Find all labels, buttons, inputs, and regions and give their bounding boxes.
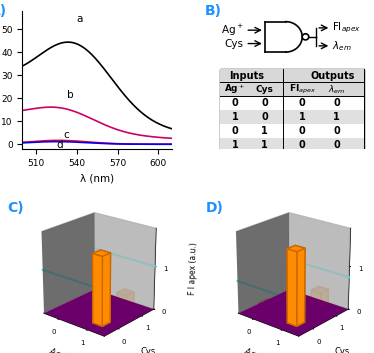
Bar (220, 124, 364, 138)
Text: 0: 0 (299, 126, 306, 136)
Text: Cys: Cys (256, 85, 274, 94)
Text: 0: 0 (299, 98, 306, 108)
Text: Outputs: Outputs (311, 71, 355, 80)
Text: Cys: Cys (225, 38, 244, 49)
Bar (220, 138, 364, 152)
Text: 0: 0 (232, 126, 238, 136)
Text: 0: 0 (333, 98, 340, 108)
Text: C): C) (7, 201, 24, 215)
Text: a: a (77, 14, 83, 24)
Bar (220, 68, 364, 83)
Text: 1: 1 (261, 126, 268, 136)
Bar (220, 83, 364, 96)
Text: b: b (67, 90, 74, 100)
Text: Ag$^+$: Ag$^+$ (224, 83, 246, 96)
Y-axis label: Cys: Cys (335, 347, 350, 353)
Text: A): A) (0, 4, 7, 18)
Text: c: c (63, 130, 69, 140)
X-axis label: λ (nm): λ (nm) (80, 173, 114, 183)
Text: 0: 0 (261, 112, 268, 122)
Text: $\lambda_{em}$: $\lambda_{em}$ (332, 39, 352, 53)
Text: 0: 0 (333, 126, 340, 136)
Text: 0: 0 (232, 98, 238, 108)
X-axis label: $Ag^+$: $Ag^+$ (241, 346, 264, 353)
Text: 0: 0 (333, 140, 340, 150)
Text: FI$_{apex}$: FI$_{apex}$ (289, 83, 316, 96)
Circle shape (302, 34, 309, 40)
X-axis label: $Ag^+$: $Ag^+$ (46, 346, 69, 353)
Text: D): D) (206, 201, 224, 215)
Text: 1: 1 (299, 112, 306, 122)
Text: FI$_{apex}$: FI$_{apex}$ (332, 21, 361, 35)
Text: Inputs: Inputs (229, 71, 264, 80)
Text: 1: 1 (261, 140, 268, 150)
Y-axis label: Cys: Cys (140, 347, 156, 353)
Bar (220, 68, 364, 152)
Text: 1: 1 (333, 112, 340, 122)
Text: 1: 1 (232, 140, 238, 150)
Text: 0: 0 (261, 98, 268, 108)
Text: B): B) (205, 4, 222, 18)
Text: 0: 0 (299, 140, 306, 150)
Text: Ag$^+$: Ag$^+$ (221, 23, 244, 38)
Text: d: d (56, 140, 63, 150)
Text: $\lambda_{em}$: $\lambda_{em}$ (328, 83, 345, 96)
Text: 1: 1 (232, 112, 238, 122)
Bar (220, 110, 364, 124)
Bar (220, 96, 364, 110)
